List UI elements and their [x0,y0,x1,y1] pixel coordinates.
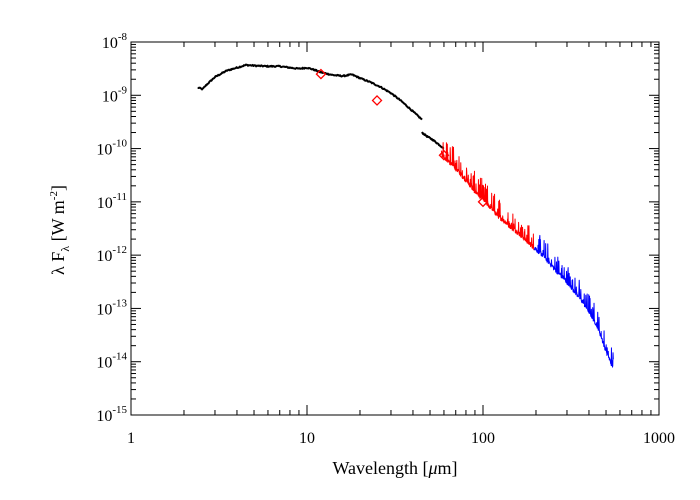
y-tick-label: 10-15 [96,404,127,425]
y-tick-label: 10-10 [96,138,127,159]
x-axis-ticks: 1 10 100 1000 [127,42,675,447]
x-tick-label: 10 [299,430,315,447]
x-tick-label: 1 [127,430,135,447]
y-tick-label: 10-9 [102,84,128,105]
spectrum-series-line [421,131,445,150]
photometry-point-diamond [477,196,489,208]
spectrum-series-line [533,234,614,368]
photometry-point-diamond [438,149,450,161]
photometry-markers [315,68,489,208]
y-tick-label: 10-11 [97,191,127,212]
x-tick-label: 1000 [643,430,675,447]
plot-frame [130,41,660,416]
x-axis-title: Wavelength [μm] [332,458,457,478]
y-tick-label: 10-13 [96,297,127,318]
y-axis-title: λ Fλ [W m-2] [48,185,72,275]
photometry-point-diamond [315,68,327,80]
y-axis-ticks: 10-8 10-9 10-10 10-11 10-12 10-13 10-14 10-15 [96,31,659,425]
photometry-point-diamond [371,95,383,106]
series-layer [197,63,614,368]
y-tick-label: 10-8 [102,31,128,52]
x-tick-label: 100 [471,430,495,447]
y-tick-label: 10-12 [96,244,127,265]
spectrum-series-line [197,63,423,121]
spectrum-series-line [440,142,535,251]
y-tick-label: 10-14 [96,351,127,372]
